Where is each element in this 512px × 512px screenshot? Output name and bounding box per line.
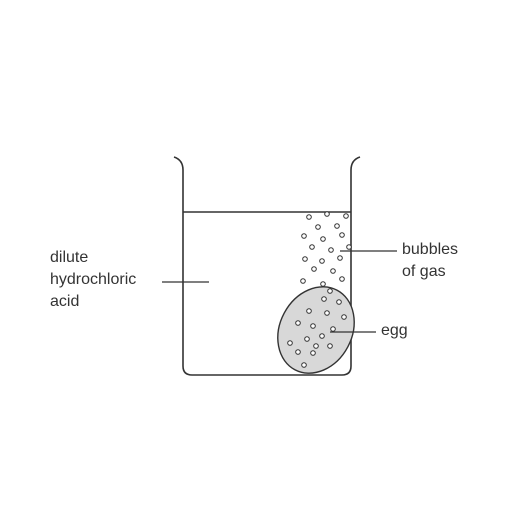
- acid-label: dilute hydrochloric acid: [50, 247, 136, 313]
- gas-bubble: [327, 288, 333, 294]
- egg: [277, 286, 355, 374]
- beaker-outline: [173, 156, 361, 376]
- acid-label-line-3: acid: [50, 293, 80, 310]
- egg-bubble: [295, 349, 301, 355]
- gas-bubble: [301, 233, 307, 239]
- gas-bubbles: [300, 211, 352, 294]
- egg-bubble: [327, 343, 333, 349]
- gas-bubble: [302, 256, 308, 262]
- gas-bubble: [320, 281, 326, 287]
- gas-bubble: [339, 276, 345, 282]
- egg-bubble: [313, 343, 319, 349]
- gas-bubble: [343, 213, 349, 219]
- egg-label: egg: [381, 320, 408, 342]
- gas-bubble: [309, 244, 315, 250]
- bubbles-label-line-2: of gas: [402, 263, 446, 280]
- egg-bubble: [306, 308, 312, 314]
- gas-bubble: [337, 255, 343, 261]
- bubbles-label: bubbles of gas: [402, 239, 458, 283]
- egg-bubble: [324, 310, 330, 316]
- gas-bubble: [330, 268, 336, 274]
- gas-bubble: [334, 223, 340, 229]
- egg-label-line-1: egg: [381, 322, 408, 339]
- egg-bubble: [295, 320, 301, 326]
- gas-bubble: [339, 232, 345, 238]
- gas-bubble: [311, 266, 317, 272]
- egg-bubble: [319, 333, 325, 339]
- gas-bubble: [319, 258, 325, 264]
- egg-bubble: [341, 314, 347, 320]
- gas-bubble: [306, 214, 312, 220]
- egg-surface-bubbles: [287, 296, 347, 368]
- gas-bubble: [320, 236, 326, 242]
- egg-bubble: [336, 299, 342, 305]
- gas-bubble: [300, 278, 306, 284]
- acid-label-line-1: dilute: [50, 249, 89, 266]
- gas-bubble: [328, 247, 334, 253]
- egg-bubble: [310, 323, 316, 329]
- gas-bubble: [315, 224, 321, 230]
- egg-bubble: [301, 362, 307, 368]
- egg-bubble: [287, 340, 293, 346]
- egg-bubble: [310, 350, 316, 356]
- egg-bubble: [330, 326, 336, 332]
- egg-bubble: [321, 296, 327, 302]
- egg-bubble: [304, 336, 310, 342]
- acid-label-line-2: hydrochloric: [50, 271, 137, 288]
- bubbles-label-line-1: bubbles: [402, 241, 459, 258]
- gas-bubble: [324, 211, 330, 217]
- gas-bubble: [346, 244, 352, 250]
